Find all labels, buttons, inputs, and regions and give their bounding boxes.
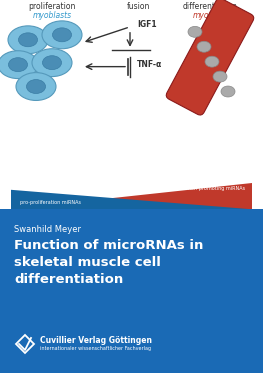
Text: differentiation-promoting miRNAs: differentiation-promoting miRNAs <box>162 186 245 191</box>
Text: myotube: myotube <box>193 11 227 20</box>
Polygon shape <box>11 183 252 209</box>
Text: TNF-α: TNF-α <box>137 60 162 69</box>
Ellipse shape <box>53 28 72 42</box>
Text: myoblasts: myoblasts <box>32 11 72 20</box>
FancyBboxPatch shape <box>166 0 254 115</box>
Text: fusion: fusion <box>126 2 150 11</box>
Ellipse shape <box>8 58 28 72</box>
Ellipse shape <box>205 56 219 67</box>
Text: IGF1: IGF1 <box>137 20 157 29</box>
Ellipse shape <box>16 73 56 100</box>
Ellipse shape <box>0 51 38 79</box>
Text: differentiation: differentiation <box>183 2 237 11</box>
Ellipse shape <box>213 71 227 82</box>
Ellipse shape <box>43 56 62 70</box>
Text: proliferation: proliferation <box>28 2 76 11</box>
Text: Swanhild Meyer: Swanhild Meyer <box>14 225 81 234</box>
Text: pro-proliferation miRNAs: pro-proliferation miRNAs <box>20 200 81 206</box>
Ellipse shape <box>221 86 235 97</box>
Ellipse shape <box>27 79 45 94</box>
Ellipse shape <box>18 33 38 47</box>
Text: Function of microRNAs in
skeletal muscle cell
differentiation: Function of microRNAs in skeletal muscle… <box>14 239 203 286</box>
Ellipse shape <box>32 49 72 76</box>
Ellipse shape <box>197 41 211 52</box>
Ellipse shape <box>188 26 202 37</box>
Text: Cuvillier Verlag Göttingen: Cuvillier Verlag Göttingen <box>40 336 152 345</box>
Ellipse shape <box>42 21 82 49</box>
Polygon shape <box>11 190 252 209</box>
Ellipse shape <box>8 26 48 54</box>
Text: internationaler wissenschaftlicher Fachverlag: internationaler wissenschaftlicher Fachv… <box>40 347 151 351</box>
